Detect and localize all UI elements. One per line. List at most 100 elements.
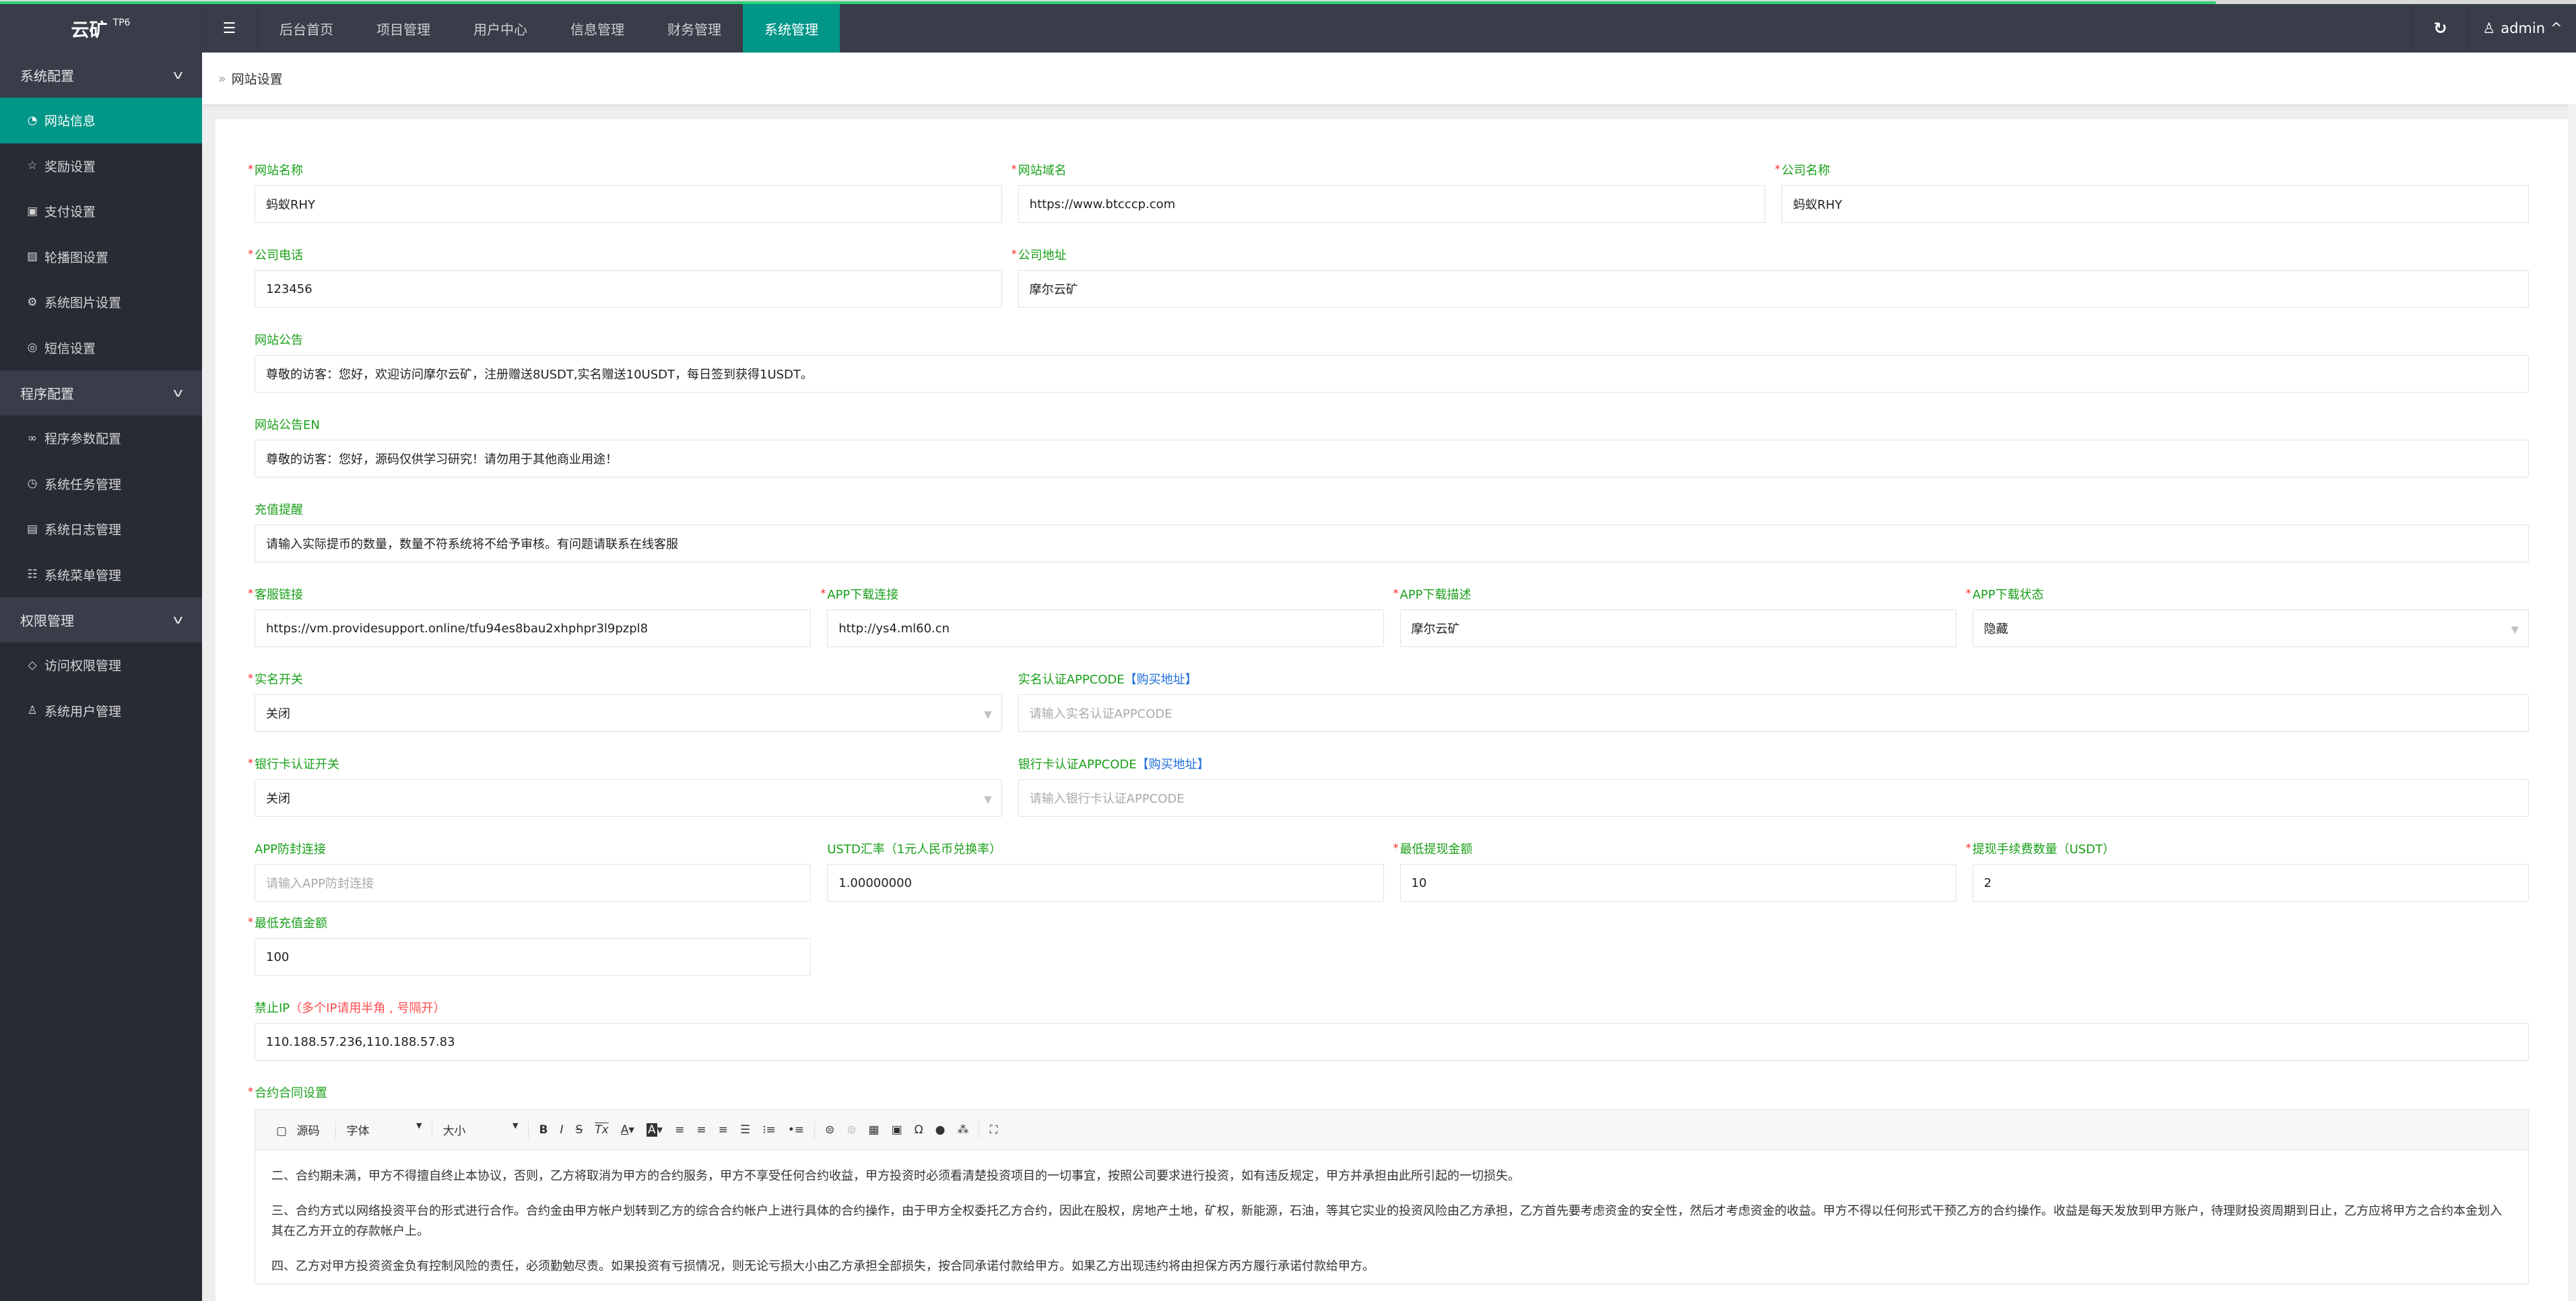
bold-button[interactable]: B [539, 1123, 548, 1137]
label: 合约合同设置 [255, 1086, 327, 1100]
notice-en-input[interactable]: 尊敬的访客：您好，源码仅供学习研究！请勿用于其他商业用途！ [255, 440, 2529, 477]
item-label: 访问权限管理 [44, 659, 122, 674]
app-status-select[interactable]: 隐藏 ▼ [1972, 609, 2529, 647]
align-left-icon[interactable]: ≡ [675, 1123, 685, 1137]
sidebar-item-access[interactable]: ◇ 访问权限管理 [0, 642, 202, 688]
sidebar-item-system-images[interactable]: ⚙ 系统图片设置 [0, 279, 202, 325]
group-label: 权限管理 [20, 613, 74, 629]
select-value: 隐藏 [1983, 622, 2008, 636]
app-desc-input[interactable]: 摩尔云矿 [1399, 609, 1956, 647]
italic-button[interactable]: I [560, 1123, 564, 1137]
field-min-recharge: * 最低充值金额 100 [248, 911, 812, 976]
log-icon: ▤ [26, 522, 38, 536]
bank-appcode-input[interactable]: 请输入银行卡认证APPCODE [1018, 779, 2529, 817]
label: 提现手续费数量（USDT） [1972, 842, 2115, 857]
code-icon[interactable]: ⁂ [957, 1123, 969, 1137]
field-site-domain: * 网站域名 https://www.btcccp.com [1012, 158, 1766, 223]
gear-icon: ⚙ [27, 295, 38, 309]
nav-finance[interactable]: 财务管理 [667, 21, 721, 38]
star-icon: ☆ [27, 159, 38, 173]
nav-projects[interactable]: 项目管理 [376, 21, 430, 38]
user-menu[interactable]: ♙ admin ^ [2468, 4, 2576, 53]
scrollbar[interactable] [2568, 104, 2576, 1301]
sidebar-item-sms[interactable]: ◎ 短信设置 [0, 325, 202, 371]
table-icon[interactable]: ▦ [868, 1123, 880, 1137]
site-name-input[interactable]: 蚂蚁RHY [255, 185, 1002, 223]
label: 公司地址 [1018, 248, 1067, 263]
label: 实名认证APPCODE [1018, 673, 1125, 687]
min-recharge-input[interactable]: 100 [255, 938, 812, 976]
label: APP下载状态 [1972, 588, 2044, 602]
buy-link[interactable]: 【购买地址】 [1124, 673, 1197, 687]
align-right-icon[interactable]: ≡ [718, 1123, 728, 1137]
sidebar-item-payment[interactable]: ▣ 支付设置 [0, 189, 202, 234]
nav-home[interactable]: 后台首页 [279, 21, 333, 38]
withdraw-fee-input[interactable]: 2 [1972, 864, 2529, 902]
source-button[interactable]: ▢ 源码 [270, 1121, 331, 1138]
fullscreen-icon[interactable]: ⛶ [989, 1123, 998, 1137]
sidebar-item-reward[interactable]: ☆ 奖励设置 [0, 143, 202, 189]
item-label: 系统图片设置 [44, 296, 122, 311]
realname-switch-select[interactable]: 关闭 ▼ [255, 694, 1002, 732]
logo-text: 云矿 [71, 20, 108, 41]
field-company-phone: * 公司电话 123456 [248, 243, 1002, 308]
editor-content[interactable]: 二、合约期未满，甲方不得擅自终止本协议，否则，乙方将取消为甲方的合约服务，甲方不… [255, 1150, 2528, 1283]
item-label: 轮播图设置 [44, 250, 109, 265]
label: 银行卡认证开关 [255, 758, 339, 772]
item-label: 系统用户管理 [44, 704, 122, 719]
app-antiblock-input[interactable]: 请输入APP防封连接 [255, 864, 812, 902]
sidebar-item-carousel[interactable]: ▨ 轮播图设置 [0, 234, 202, 280]
align-center-icon[interactable]: ≡ [696, 1123, 706, 1137]
rich-text-editor[interactable]: ▢ 源码 字体 ▼ 大小 ▼ B I S Tx A▾ A ▾ ≡ ≡ ≡ ☰ ⁝≡ •… [255, 1109, 2529, 1284]
field-app-desc: * APP下载描述 摩尔云矿 [1393, 582, 1956, 647]
bank-switch-select[interactable]: 关闭 ▼ [255, 779, 1002, 817]
buy-link[interactable]: 【购买地址】 [1136, 758, 1210, 772]
sidebar-item-menus[interactable]: ☷ 系统菜单管理 [0, 552, 202, 598]
unlink-icon[interactable]: ⊜ [847, 1123, 857, 1137]
ban-ip-input[interactable]: 110.188.57.236,110.188.57.83 [255, 1023, 2529, 1061]
nav-users[interactable]: 用户中心 [473, 21, 527, 38]
size-dropdown[interactable]: 大小 ▼ [442, 1121, 519, 1138]
logo-version: TP6 [112, 18, 131, 28]
ordered-list-icon[interactable]: ⁝≡ [762, 1123, 776, 1137]
sidebar-item-params[interactable]: ∞ 程序参数配置 [0, 415, 202, 461]
sidebar-item-tasks[interactable]: ◷ 系统任务管理 [0, 461, 202, 507]
font-dropdown[interactable]: 字体 ▼ [346, 1121, 422, 1138]
service-link-input[interactable]: https://vm.providesupport.online/tfu94es… [255, 609, 812, 647]
hint: （多个IP请用半角 , 号隔开） [290, 1001, 446, 1015]
refresh-icon[interactable]: ↻ [2412, 4, 2468, 53]
min-withdraw-input[interactable]: 10 [1399, 864, 1956, 902]
item-label: 系统任务管理 [44, 477, 122, 492]
app-link-input[interactable]: http://ys4.ml60.cn [827, 609, 1384, 647]
link-icon[interactable]: ⊜ [825, 1123, 835, 1137]
sidebar-group-system-config[interactable]: 系统配置 v [0, 53, 202, 98]
usdt-rate-input[interactable]: 1.00000000 [827, 864, 1384, 902]
recharge-tip-input[interactable]: 请输入实际提币的数量，数量不符系统将不给予审核。有问题请联系在线客服 [255, 525, 2529, 562]
nav-info[interactable]: 信息管理 [570, 21, 624, 38]
sidebar-group-permissions[interactable]: 权限管理 v [0, 597, 202, 642]
image-icon[interactable]: ▣ [891, 1123, 902, 1137]
font-color-button[interactable]: A▾ [620, 1123, 634, 1137]
sidebar-group-program-config[interactable]: 程序配置 v [0, 370, 202, 415]
align-justify-icon[interactable]: ☰ [739, 1123, 751, 1137]
realname-appcode-input[interactable]: 请输入实名认证APPCODE [1018, 694, 2529, 732]
strike-button[interactable]: S [575, 1123, 583, 1137]
label: 禁止IP [255, 1001, 290, 1015]
nav-system[interactable]: 系统管理 [743, 4, 840, 53]
clear-format-button[interactable]: Tx [595, 1123, 609, 1137]
company-name-input[interactable]: 蚂蚁RHY [1781, 185, 2529, 223]
sidebar-item-logs[interactable]: ▤ 系统日志管理 [0, 506, 202, 552]
hamburger-icon[interactable]: ☰ [202, 4, 257, 53]
unordered-list-icon[interactable]: •≡ [787, 1123, 805, 1137]
company-phone-input[interactable]: 123456 [255, 270, 1002, 308]
special-char-icon[interactable]: Ω [914, 1123, 923, 1137]
emoji-icon[interactable]: ● [935, 1123, 946, 1137]
label: 充值提醒 [255, 503, 303, 517]
image-icon: ▨ [26, 250, 38, 264]
sidebar-item-site-info[interactable]: ◔ 网站信息 [0, 98, 202, 143]
bg-color-button[interactable]: A ▾ [646, 1123, 663, 1137]
sidebar-item-system-users[interactable]: ♙ 系统用户管理 [0, 688, 202, 734]
site-domain-input[interactable]: https://www.btcccp.com [1018, 185, 1766, 223]
notice-input[interactable]: 尊敬的访客：您好，欢迎访问摩尔云矿，注册赠送8USDT,实名赠送10USDT，每… [255, 355, 2529, 393]
company-address-input[interactable]: 摩尔云矿 [1018, 270, 2529, 308]
